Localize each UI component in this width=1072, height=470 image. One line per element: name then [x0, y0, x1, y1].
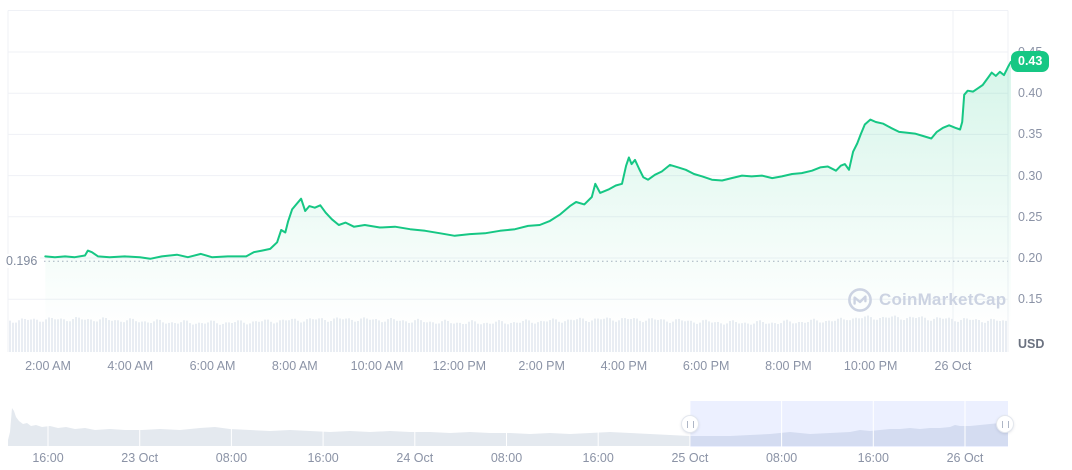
y-axis-tick-label: 0.25	[1018, 209, 1043, 224]
navigator-tick-label: 16:00	[582, 451, 614, 465]
coinmarketcap-logo-icon	[848, 288, 872, 312]
x-axis-tick-label: 10:00 PM	[843, 359, 898, 373]
price-line	[44, 60, 1012, 260]
y-axis-tick-label: 0.20	[1018, 251, 1043, 265]
x-axis-tick-label: 8:00 PM	[765, 359, 812, 373]
x-axis-tick-label: 8:00 AM	[271, 359, 318, 373]
navigator-tick-label: 16:00	[307, 451, 339, 465]
navigator-tick-label: 08:00	[765, 451, 798, 465]
x-axis-tick-label: 12:00 PM	[432, 359, 487, 373]
y-axis-tick-label: 0.35	[1018, 127, 1043, 142]
previous-close-label: 0.196	[6, 254, 41, 268]
price-area-fill	[45, 61, 1011, 339]
x-axis-tick-label: 2:00 AM	[25, 359, 71, 373]
y-axis-unit-label: USD	[1018, 337, 1045, 351]
x-axis-tick-label: 4:00 AM	[107, 359, 154, 373]
navigator-tick-label: 23 Oct	[121, 451, 159, 465]
current-price-badge: 0.43	[1011, 51, 1050, 72]
watermark: CoinMarketCap	[847, 287, 1006, 313]
navigator-right-handle-icon[interactable]	[997, 416, 1013, 432]
navigator-tick-label: 08:00	[215, 451, 248, 465]
x-axis-tick-label: 6:00 AM	[189, 359, 236, 373]
navigator-tick-label: 25 Oct	[671, 451, 709, 465]
navigator-tick-label: 08:00	[490, 451, 523, 465]
watermark-text: CoinMarketCap	[879, 290, 1007, 309]
navigator-left-handle-icon[interactable]	[682, 416, 698, 432]
y-axis-tick-label: 0.30	[1018, 168, 1043, 183]
navigator-tick-label: 24 Oct	[396, 451, 434, 465]
y-axis-tick-label: 0.40	[1018, 86, 1043, 101]
navigator-tick-label: 26 Oct	[946, 451, 984, 465]
navigator-tick-label: 16:00	[857, 451, 889, 465]
navigator-tick-lines	[47, 401, 966, 447]
x-axis-tick-label: 2:00 PM	[518, 359, 565, 373]
y-axis-tick-label: 0.15	[1018, 292, 1043, 307]
x-axis-tick-label: 4:00 PM	[600, 359, 648, 373]
x-axis-tick-label: 10:00 AM	[350, 359, 404, 373]
navigator-selection[interactable]	[690, 401, 1008, 447]
navigator-selection-highlight	[690, 401, 1008, 447]
navigator-tick-label: 16:00	[32, 451, 64, 465]
x-axis-tick-label: 26 Oct	[934, 359, 972, 373]
navigator-area-fill	[8, 408, 1008, 446]
x-axis-tick-label: 6:00 PM	[682, 359, 730, 373]
